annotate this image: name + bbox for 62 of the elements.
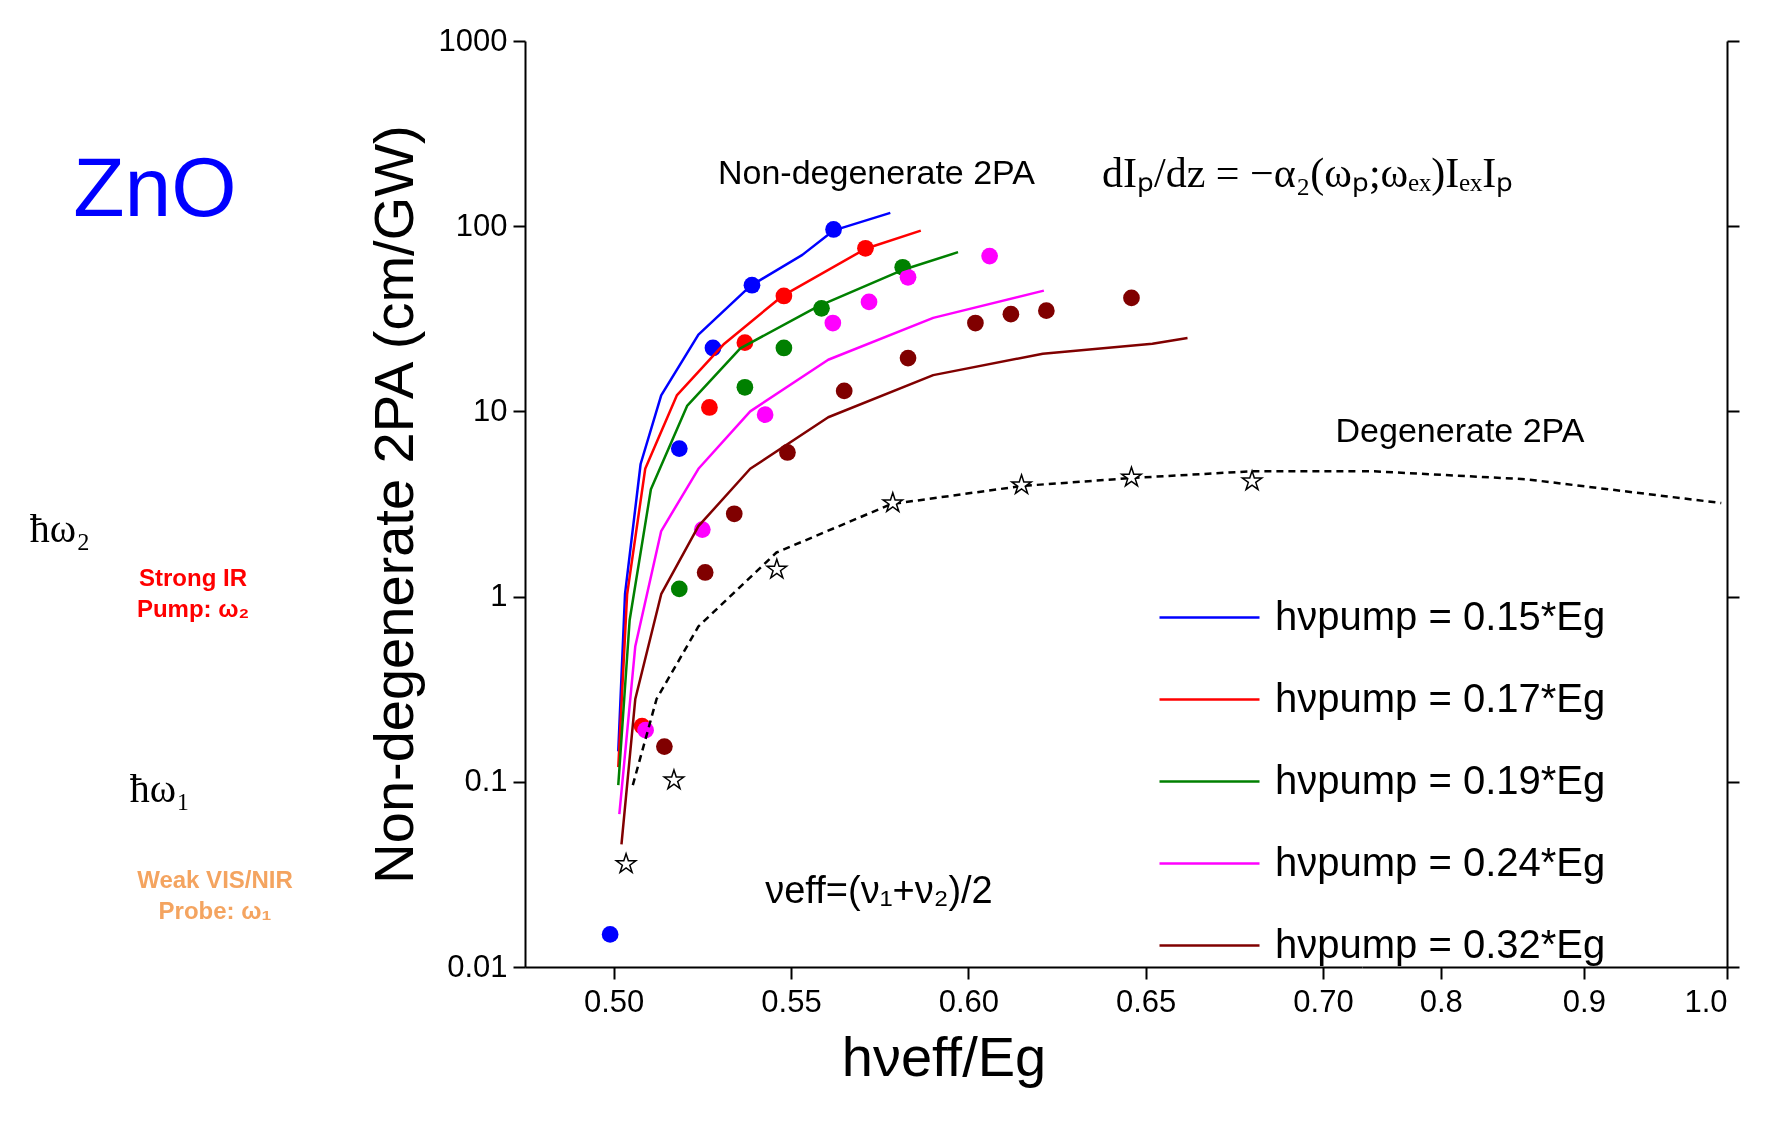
point (835, 382, 853, 400)
point (899, 268, 917, 286)
point (670, 440, 688, 457)
point (1002, 305, 1020, 323)
x-tick-label: 0.70 (1293, 983, 1354, 1019)
y-tick-label: 100 (455, 207, 508, 243)
point (824, 314, 842, 332)
x-tick-label: 0.65 (1115, 983, 1177, 1019)
line-series (617, 229, 923, 769)
point (899, 349, 917, 367)
legend-label: hνpump = 0.32*Eg (1275, 921, 1606, 966)
line-series (617, 211, 892, 753)
point (756, 406, 774, 424)
legend-label: hνpump = 0.15*Eg (1275, 593, 1606, 638)
point (670, 580, 688, 598)
annotation: Degenerate 2PA (1335, 411, 1585, 449)
point (860, 293, 878, 311)
x-tick-label: 1.0 (1684, 983, 1728, 1019)
point (696, 564, 714, 581)
x-tick-label: 0.9 (1562, 983, 1606, 1019)
point (967, 314, 984, 332)
text: Strong IR Pump: ω₂ (136, 564, 250, 623)
point (1120, 466, 1142, 487)
legend-label: hνpump = 0.24*Eg (1275, 839, 1606, 884)
x-tick-label: 0.60 (938, 983, 999, 1019)
line-series (617, 250, 960, 787)
legend-label: hνpump = 0.17*Eg (1275, 675, 1606, 720)
y-tick-label: 10 (473, 392, 508, 428)
point (766, 558, 788, 579)
y-tick-label: 1000 (438, 22, 508, 58)
legend-label: hνpump = 0.19*Eg (1275, 757, 1606, 802)
line-series (620, 336, 1189, 846)
point (1123, 289, 1140, 307)
point (725, 505, 743, 523)
point (1241, 470, 1263, 491)
y-axis-title: Non-degenerate 2PA (cm/GW) (361, 125, 425, 884)
y-tick-label: 0.1 (464, 763, 508, 799)
line-series (618, 289, 1046, 816)
text: ħω₂ (29, 506, 91, 551)
annotation: Non-degenerate 2PA (718, 153, 1036, 191)
point (601, 926, 619, 943)
text: ZnO (73, 140, 237, 234)
point (1011, 474, 1033, 495)
point (656, 738, 673, 755)
text: Weak VIS/NIR Probe: ω₁ (137, 866, 293, 925)
text: ħω₁ (129, 766, 191, 811)
point (663, 769, 685, 790)
y-tick-label: 0.01 (447, 948, 508, 984)
point (882, 492, 904, 513)
point (981, 247, 998, 265)
x-axis-title: hνeff/Eg (841, 1024, 1047, 1088)
point (736, 378, 754, 396)
x-tick-label: 0.55 (761, 983, 822, 1019)
y-tick-label: 1 (490, 578, 508, 614)
x-tick-label: 0.8 (1419, 983, 1463, 1019)
annotation: dIₚ/dz = −α₂(ωₚ;ωₑₓ)IₑₓIₚ (1102, 150, 1514, 198)
annotation: νeff=(ν₁+ν₂)/2 (765, 869, 993, 911)
point (1037, 302, 1055, 319)
point (615, 852, 637, 874)
x-tick-label: 0.50 (583, 983, 645, 1019)
point (701, 399, 718, 416)
point (775, 339, 793, 357)
